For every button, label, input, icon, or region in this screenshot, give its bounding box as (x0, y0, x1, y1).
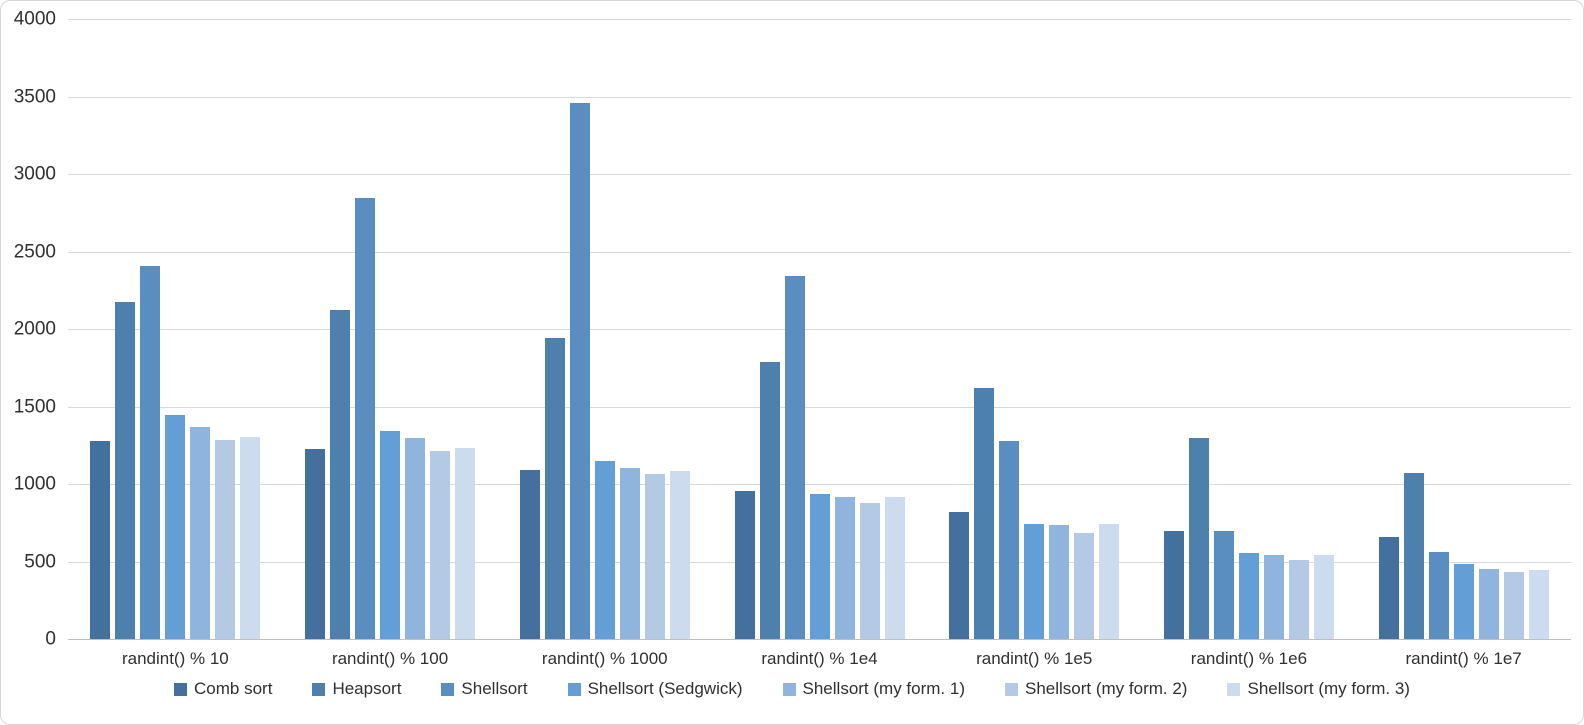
bar-series-2-group-5 (974, 387, 995, 639)
legend-swatch-icon (567, 682, 581, 696)
gridline (68, 406, 1571, 408)
bar-series-5-group-3 (619, 467, 640, 639)
gridline (68, 174, 1571, 175)
bar-series-2-group-1 (115, 301, 136, 639)
bar-series-7-group-7 (1528, 570, 1549, 639)
bar-series-6-group-1 (215, 439, 236, 639)
legend-item-label: Shellsort (461, 679, 528, 698)
bar-series-1-group-7 (1378, 537, 1399, 639)
bar-series-7-group-6 (1313, 555, 1334, 639)
y-axis-tick-label: 4000 (13, 8, 56, 30)
bar-series-1-group-6 (1163, 531, 1184, 639)
bar-series-6-group-6 (1288, 559, 1309, 639)
gridline (68, 19, 1571, 20)
bar-series-5-group-1 (190, 427, 211, 639)
bar-series-1-group-1 (90, 440, 111, 639)
bar-series-3-group-1 (140, 266, 161, 639)
legend-item: Shellsort (Sedgwick) (567, 679, 743, 699)
legend-item-label: Shellsort (my form. 1) (802, 679, 965, 698)
legend-item: Shellsort (my form. 3) (1227, 679, 1410, 699)
legend-item-label: Shellsort (Sedgwick) (587, 679, 743, 698)
bar-series-7-group-4 (884, 497, 905, 639)
bar-series-3-group-4 (784, 276, 805, 639)
x-axis-line (68, 639, 1571, 640)
bar-series-6-group-5 (1074, 532, 1095, 639)
y-axis-tick-label: 2000 (13, 318, 56, 340)
legend-item-label: Shellsort (my form. 3) (1247, 679, 1410, 698)
bar-series-3-group-3 (569, 103, 590, 639)
bar-series-7-group-3 (669, 470, 690, 639)
legend-item: Shellsort (441, 679, 528, 699)
bar-series-3-group-5 (999, 440, 1020, 639)
bar-series-1-group-2 (305, 449, 326, 639)
x-axis-category-label: randint() % 1e5 (976, 649, 1093, 668)
y-axis-tick-label: 1000 (13, 473, 56, 495)
bar-series-6-group-3 (644, 473, 665, 639)
y-axis-tick-label: 3500 (13, 86, 56, 107)
bar-series-2-group-3 (544, 338, 565, 639)
legend-swatch-icon (782, 682, 796, 696)
bar-series-4-group-2 (380, 431, 401, 639)
bar-series-5-group-2 (405, 438, 426, 639)
legend-swatch-icon (441, 682, 455, 696)
bar-series-2-group-6 (1188, 437, 1209, 639)
bar-series-3-group-7 (1428, 552, 1449, 639)
y-axis-tick-label: 1500 (13, 396, 56, 417)
y-axis-tick-label: 500 (24, 551, 56, 572)
x-axis-category-label: randint() % 10 (121, 649, 229, 668)
bar-series-2-group-4 (759, 362, 780, 639)
bar-series-4-group-1 (165, 415, 186, 639)
legend-swatch-icon (1227, 682, 1241, 696)
bar-series-7-group-5 (1099, 524, 1120, 639)
gridline (68, 484, 1571, 485)
bar-series-7-group-2 (455, 448, 476, 639)
legend-item: Heapsort (312, 679, 401, 699)
bar-series-2-group-2 (330, 309, 351, 639)
bar-series-1-group-3 (519, 470, 540, 639)
bar-series-4-group-5 (1024, 524, 1045, 639)
bar-series-4-group-6 (1238, 552, 1259, 639)
legend-swatch-icon (1005, 682, 1018, 696)
legend-item: Shellsort (my form. 2) (1005, 679, 1187, 699)
bar-series-6-group-2 (430, 450, 451, 639)
bar-series-3-group-6 (1213, 530, 1234, 639)
x-axis-category-label: randint() % 1e6 (1190, 649, 1308, 668)
x-axis-category-label: randint() % 1000 (541, 649, 668, 668)
gridline (68, 96, 1571, 98)
bar-series-3-group-2 (355, 198, 376, 639)
gridline (68, 329, 1571, 330)
x-axis-category-label: randint() % 100 (331, 649, 449, 668)
bar-series-2-group-7 (1403, 473, 1424, 639)
legend-item-label: Comb sort (194, 679, 273, 698)
legend-swatch-icon (312, 682, 326, 696)
bar-series-5-group-4 (834, 497, 855, 639)
bar-series-4-group-4 (809, 494, 830, 639)
x-axis-category-label: randint() % 1e4 (761, 649, 878, 668)
legend-item: Shellsort (my form. 1) (782, 679, 965, 699)
bar-series-6-group-4 (859, 503, 880, 639)
bar-series-4-group-3 (594, 460, 615, 639)
bar-series-7-group-1 (240, 436, 261, 639)
bar-series-1-group-5 (949, 511, 970, 639)
y-axis-tick-label: 3000 (13, 163, 56, 185)
legend-item: Comb sort (174, 679, 272, 699)
bar-series-1-group-4 (734, 490, 755, 639)
x-axis-category-label: randint() % 1e7 (1405, 649, 1522, 668)
legend-item-label: Heapsort (332, 679, 402, 698)
bar-series-5-group-6 (1263, 554, 1284, 639)
legend-swatch-icon (174, 682, 188, 696)
y-axis-tick-label: 2500 (13, 241, 56, 262)
bar-series-6-group-7 (1503, 571, 1524, 639)
bar-series-5-group-7 (1478, 569, 1499, 639)
legend: Comb sort Heapsort Shellsort Shellsort (Sed… (1, 679, 1583, 699)
bar-series-4-group-7 (1453, 563, 1474, 639)
legend-item-label: Shellsort (my form. 2) (1025, 679, 1188, 698)
y-axis-tick-label: 0 (45, 628, 56, 650)
gridline (68, 251, 1571, 253)
bar-series-5-group-5 (1049, 525, 1070, 639)
